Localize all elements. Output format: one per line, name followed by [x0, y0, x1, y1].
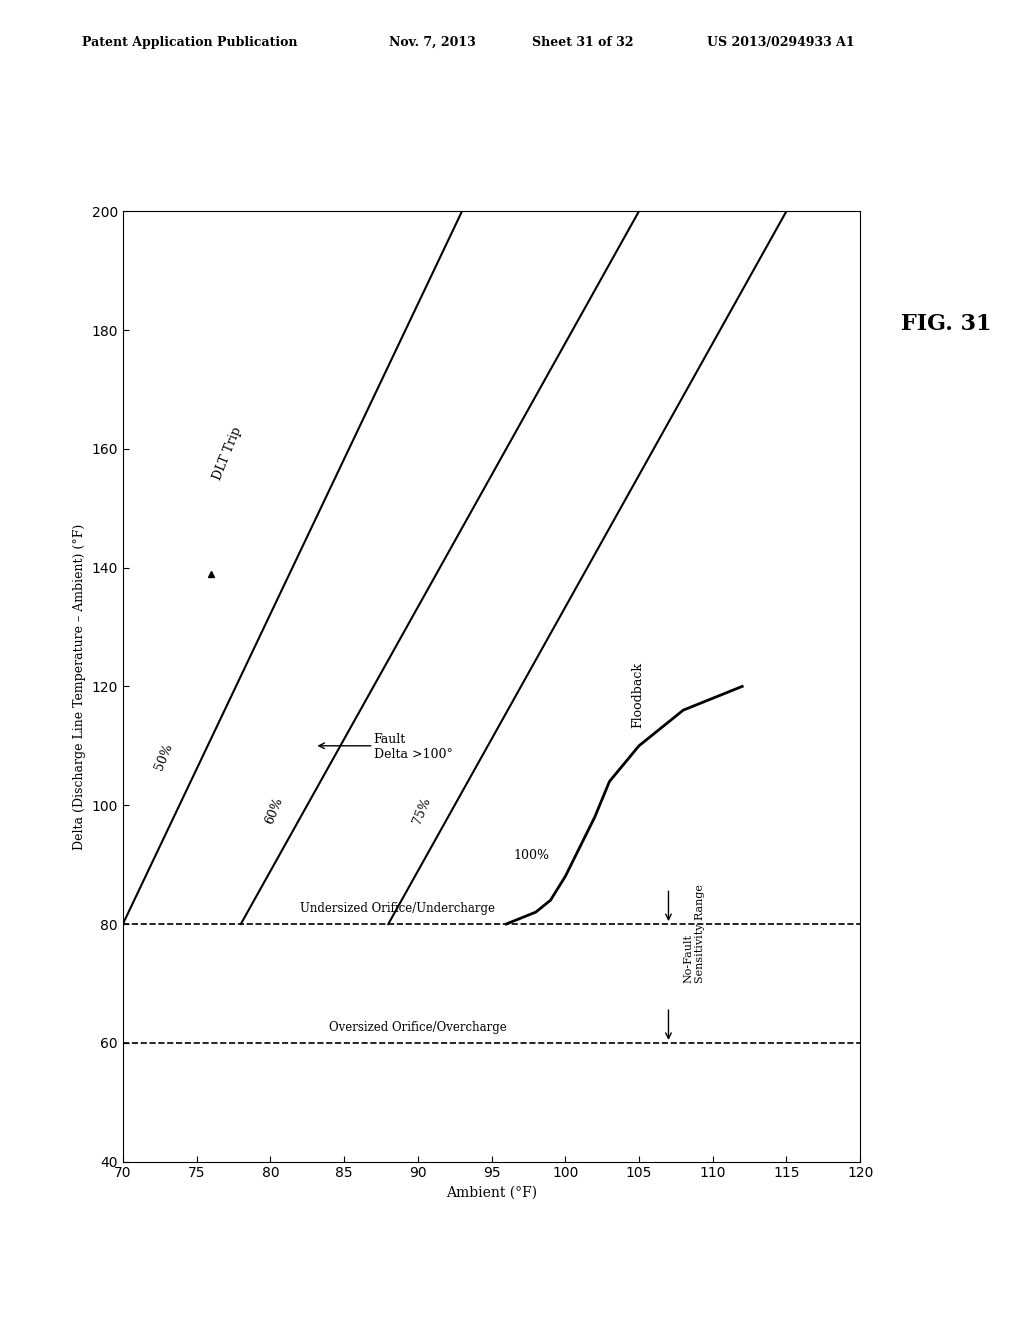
- Text: US 2013/0294933 A1: US 2013/0294933 A1: [707, 36, 854, 49]
- Y-axis label: Delta (Discharge Line Temperature – Ambient) (°F): Delta (Discharge Line Temperature – Ambi…: [73, 523, 86, 850]
- Text: Undersized Orifice/Undercharge: Undersized Orifice/Undercharge: [300, 902, 495, 915]
- Text: 100%: 100%: [514, 849, 550, 862]
- Text: No-Fault
Sensitivity Range: No-Fault Sensitivity Range: [683, 884, 705, 983]
- Text: 75%: 75%: [411, 796, 433, 826]
- Text: Oversized Orifice/Overcharge: Oversized Orifice/Overcharge: [330, 1020, 507, 1034]
- Text: Patent Application Publication: Patent Application Publication: [82, 36, 297, 49]
- Text: 60%: 60%: [263, 795, 286, 826]
- Text: DLT Trip: DLT Trip: [211, 425, 245, 482]
- Text: Sheet 31 of 32: Sheet 31 of 32: [532, 36, 634, 49]
- Text: 50%: 50%: [153, 742, 175, 772]
- Text: Fault
Delta >100°: Fault Delta >100°: [374, 733, 453, 760]
- Text: Nov. 7, 2013: Nov. 7, 2013: [389, 36, 476, 49]
- Text: FIG. 31: FIG. 31: [901, 313, 991, 335]
- X-axis label: Ambient (°F): Ambient (°F): [446, 1185, 537, 1200]
- Text: Floodback: Floodback: [632, 663, 644, 729]
